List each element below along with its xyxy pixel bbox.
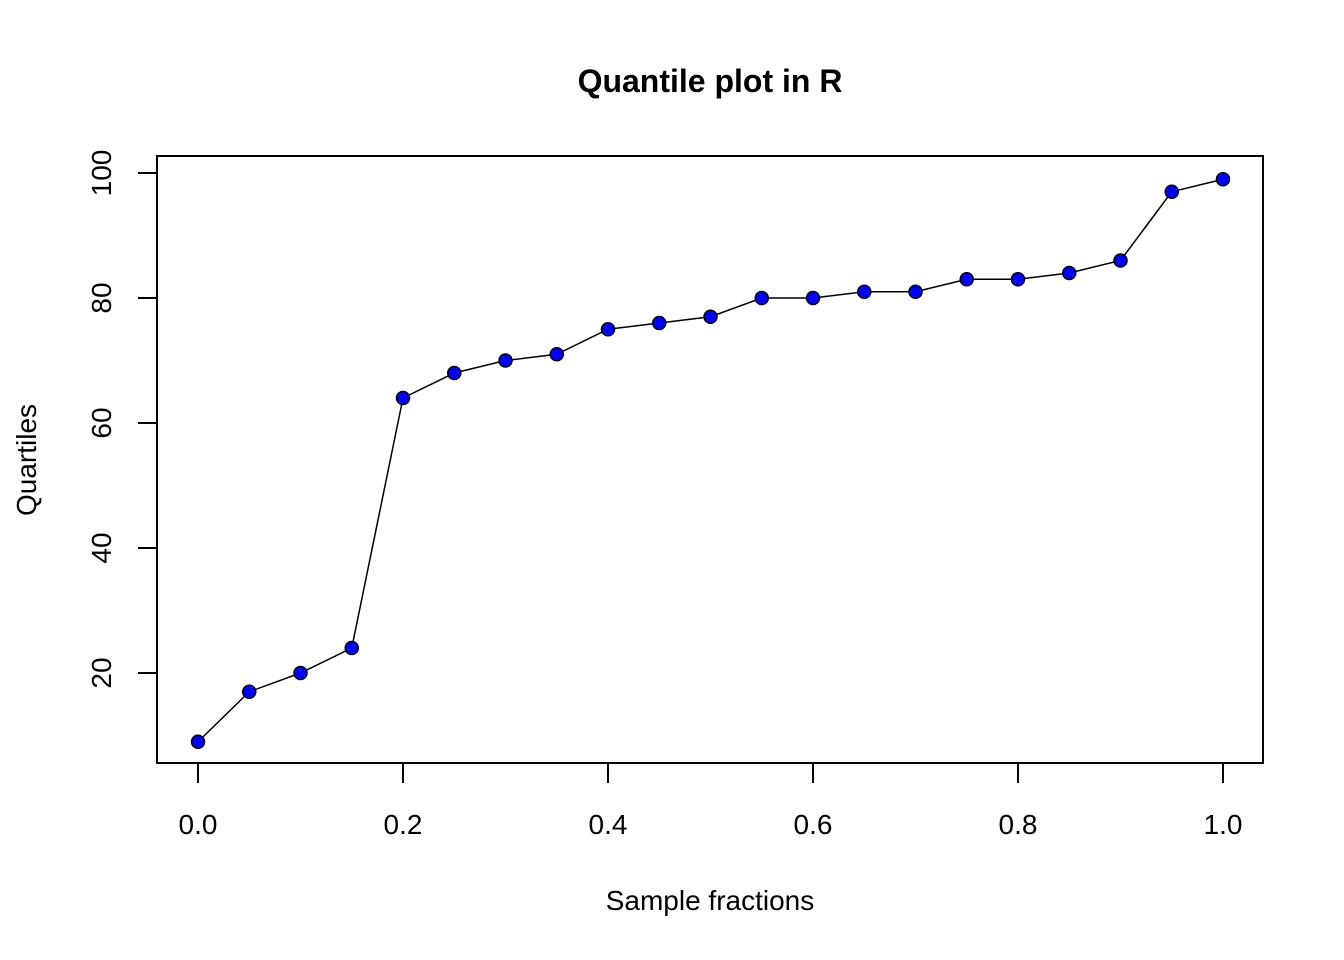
data-point xyxy=(242,684,257,699)
y-tick-label: 40 xyxy=(86,532,117,563)
data-point xyxy=(857,284,872,299)
data-point xyxy=(498,353,513,368)
data-point xyxy=(395,390,411,406)
data-point xyxy=(600,322,616,337)
x-tick-label: 0.2 xyxy=(384,809,423,840)
data-point xyxy=(1215,172,1231,187)
data-point xyxy=(908,284,923,299)
y-axis-label: Quartiles xyxy=(11,404,42,516)
x-tick-label: 0.0 xyxy=(179,809,218,840)
y-tick-label: 20 xyxy=(86,657,117,688)
data-point xyxy=(1164,184,1179,199)
x-tick-label: 1.0 xyxy=(1204,809,1243,840)
data-point xyxy=(549,347,564,362)
data-point xyxy=(703,309,718,324)
data-point xyxy=(447,365,462,381)
plot-box xyxy=(156,155,1264,764)
data-point xyxy=(1062,265,1077,281)
data-point xyxy=(1010,272,1026,287)
y-tick-label: 100 xyxy=(86,150,117,197)
data-point xyxy=(805,290,821,306)
data-point xyxy=(344,640,359,656)
data-points xyxy=(190,172,1231,749)
data-point xyxy=(652,315,667,331)
x-axis-label: Sample fractions xyxy=(606,885,815,916)
data-point xyxy=(754,290,769,306)
data-point xyxy=(190,734,206,749)
data-point xyxy=(959,272,974,287)
x-tick-label: 0.8 xyxy=(999,809,1038,840)
x-tick-label: 0.6 xyxy=(794,809,833,840)
x-axis: 0.0 0.2 0.4 0.6 0.8 1.0 xyxy=(179,763,1243,840)
y-axis: 20 40 60 80 100 xyxy=(86,150,157,689)
data-point xyxy=(1113,253,1128,268)
series-polyline xyxy=(197,178,1224,743)
data-point xyxy=(293,665,308,681)
y-tick-label: 60 xyxy=(86,407,117,438)
y-tick-label: 80 xyxy=(86,282,117,313)
chart-title: Quantile plot in R xyxy=(578,63,843,99)
x-tick-label: 0.4 xyxy=(589,809,628,840)
data-line xyxy=(197,178,1224,743)
